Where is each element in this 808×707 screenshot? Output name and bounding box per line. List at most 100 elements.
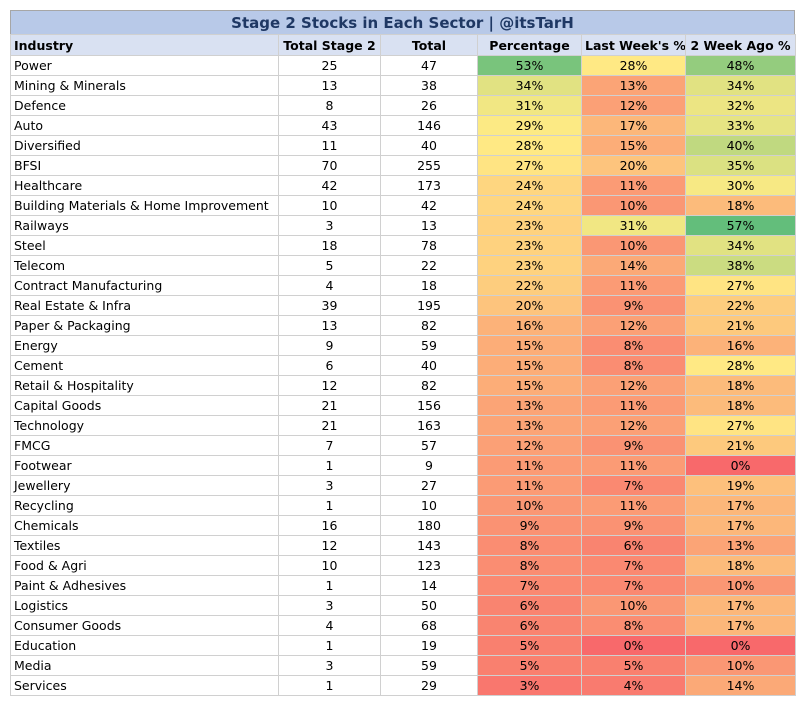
percentage-cell[interactable]: 20% bbox=[477, 295, 582, 316]
two-week-cell[interactable]: 27% bbox=[685, 415, 796, 436]
total-stage2-cell[interactable]: 4 bbox=[278, 615, 381, 636]
total-cell[interactable]: 68 bbox=[380, 615, 478, 636]
two-week-cell[interactable]: 0% bbox=[685, 635, 796, 656]
percentage-cell[interactable]: 13% bbox=[477, 415, 582, 436]
last-week-cell[interactable]: 12% bbox=[581, 315, 686, 336]
total-stage2-cell[interactable]: 21 bbox=[278, 415, 381, 436]
two-week-cell[interactable]: 14% bbox=[685, 675, 796, 696]
percentage-cell[interactable]: 9% bbox=[477, 515, 582, 536]
total-stage2-cell[interactable]: 1 bbox=[278, 495, 381, 516]
last-week-cell[interactable]: 11% bbox=[581, 495, 686, 516]
total-stage2-cell[interactable]: 70 bbox=[278, 155, 381, 176]
total-cell[interactable]: 26 bbox=[380, 95, 478, 116]
total-stage2-cell[interactable]: 1 bbox=[278, 635, 381, 656]
two-week-cell[interactable]: 18% bbox=[685, 375, 796, 396]
total-cell[interactable]: 156 bbox=[380, 395, 478, 416]
two-week-cell[interactable]: 18% bbox=[685, 395, 796, 416]
two-week-cell[interactable]: 18% bbox=[685, 555, 796, 576]
industry-cell[interactable]: Diversified bbox=[10, 135, 279, 156]
two-week-cell[interactable]: 10% bbox=[685, 575, 796, 596]
total-cell[interactable]: 59 bbox=[380, 335, 478, 356]
total-stage2-cell[interactable]: 10 bbox=[278, 555, 381, 576]
percentage-cell[interactable]: 12% bbox=[477, 435, 582, 456]
total-cell[interactable]: 180 bbox=[380, 515, 478, 536]
last-week-cell[interactable]: 10% bbox=[581, 595, 686, 616]
last-week-cell[interactable]: 12% bbox=[581, 95, 686, 116]
percentage-cell[interactable]: 11% bbox=[477, 475, 582, 496]
col-header-two-week[interactable]: 2 Week Ago % bbox=[685, 34, 796, 56]
last-week-cell[interactable]: 17% bbox=[581, 115, 686, 136]
last-week-cell[interactable]: 0% bbox=[581, 635, 686, 656]
two-week-cell[interactable]: 21% bbox=[685, 435, 796, 456]
total-cell[interactable]: 10 bbox=[380, 495, 478, 516]
total-stage2-cell[interactable]: 16 bbox=[278, 515, 381, 536]
percentage-cell[interactable]: 23% bbox=[477, 235, 582, 256]
industry-cell[interactable]: Media bbox=[10, 655, 279, 676]
total-stage2-cell[interactable]: 25 bbox=[278, 55, 381, 76]
industry-cell[interactable]: Services bbox=[10, 675, 279, 696]
col-header-total-stage2[interactable]: Total Stage 2 bbox=[278, 34, 381, 56]
total-stage2-cell[interactable]: 3 bbox=[278, 595, 381, 616]
last-week-cell[interactable]: 9% bbox=[581, 515, 686, 536]
percentage-cell[interactable]: 6% bbox=[477, 615, 582, 636]
percentage-cell[interactable]: 8% bbox=[477, 555, 582, 576]
two-week-cell[interactable]: 38% bbox=[685, 255, 796, 276]
total-stage2-cell[interactable]: 8 bbox=[278, 95, 381, 116]
industry-cell[interactable]: Energy bbox=[10, 335, 279, 356]
industry-cell[interactable]: FMCG bbox=[10, 435, 279, 456]
industry-cell[interactable]: Food & Agri bbox=[10, 555, 279, 576]
industry-cell[interactable]: Auto bbox=[10, 115, 279, 136]
two-week-cell[interactable]: 17% bbox=[685, 615, 796, 636]
last-week-cell[interactable]: 12% bbox=[581, 375, 686, 396]
last-week-cell[interactable]: 12% bbox=[581, 415, 686, 436]
last-week-cell[interactable]: 4% bbox=[581, 675, 686, 696]
two-week-cell[interactable]: 34% bbox=[685, 235, 796, 256]
total-cell[interactable]: 40 bbox=[380, 135, 478, 156]
total-cell[interactable]: 14 bbox=[380, 575, 478, 596]
total-cell[interactable]: 82 bbox=[380, 315, 478, 336]
total-stage2-cell[interactable]: 18 bbox=[278, 235, 381, 256]
industry-cell[interactable]: Steel bbox=[10, 235, 279, 256]
last-week-cell[interactable]: 7% bbox=[581, 555, 686, 576]
percentage-cell[interactable]: 23% bbox=[477, 255, 582, 276]
percentage-cell[interactable]: 7% bbox=[477, 575, 582, 596]
industry-cell[interactable]: Paper & Packaging bbox=[10, 315, 279, 336]
two-week-cell[interactable]: 0% bbox=[685, 455, 796, 476]
percentage-cell[interactable]: 5% bbox=[477, 635, 582, 656]
last-week-cell[interactable]: 28% bbox=[581, 55, 686, 76]
last-week-cell[interactable]: 5% bbox=[581, 655, 686, 676]
total-cell[interactable]: 173 bbox=[380, 175, 478, 196]
total-stage2-cell[interactable]: 43 bbox=[278, 115, 381, 136]
total-stage2-cell[interactable]: 3 bbox=[278, 215, 381, 236]
total-stage2-cell[interactable]: 13 bbox=[278, 315, 381, 336]
percentage-cell[interactable]: 3% bbox=[477, 675, 582, 696]
percentage-cell[interactable]: 27% bbox=[477, 155, 582, 176]
total-stage2-cell[interactable]: 21 bbox=[278, 395, 381, 416]
total-cell[interactable]: 9 bbox=[380, 455, 478, 476]
total-stage2-cell[interactable]: 1 bbox=[278, 575, 381, 596]
last-week-cell[interactable]: 13% bbox=[581, 75, 686, 96]
last-week-cell[interactable]: 8% bbox=[581, 335, 686, 356]
two-week-cell[interactable]: 17% bbox=[685, 495, 796, 516]
percentage-cell[interactable]: 34% bbox=[477, 75, 582, 96]
col-header-industry[interactable]: Industry bbox=[10, 34, 279, 56]
total-cell[interactable]: 163 bbox=[380, 415, 478, 436]
total-stage2-cell[interactable]: 3 bbox=[278, 655, 381, 676]
percentage-cell[interactable]: 53% bbox=[477, 55, 582, 76]
last-week-cell[interactable]: 9% bbox=[581, 435, 686, 456]
industry-cell[interactable]: Textiles bbox=[10, 535, 279, 556]
percentage-cell[interactable]: 10% bbox=[477, 495, 582, 516]
industry-cell[interactable]: Contract Manufacturing bbox=[10, 275, 279, 296]
percentage-cell[interactable]: 15% bbox=[477, 355, 582, 376]
industry-cell[interactable]: Logistics bbox=[10, 595, 279, 616]
two-week-cell[interactable]: 32% bbox=[685, 95, 796, 116]
total-cell[interactable]: 22 bbox=[380, 255, 478, 276]
total-cell[interactable]: 40 bbox=[380, 355, 478, 376]
last-week-cell[interactable]: 11% bbox=[581, 455, 686, 476]
industry-cell[interactable]: Healthcare bbox=[10, 175, 279, 196]
two-week-cell[interactable]: 16% bbox=[685, 335, 796, 356]
total-stage2-cell[interactable]: 39 bbox=[278, 295, 381, 316]
two-week-cell[interactable]: 30% bbox=[685, 175, 796, 196]
total-cell[interactable]: 255 bbox=[380, 155, 478, 176]
last-week-cell[interactable]: 7% bbox=[581, 575, 686, 596]
